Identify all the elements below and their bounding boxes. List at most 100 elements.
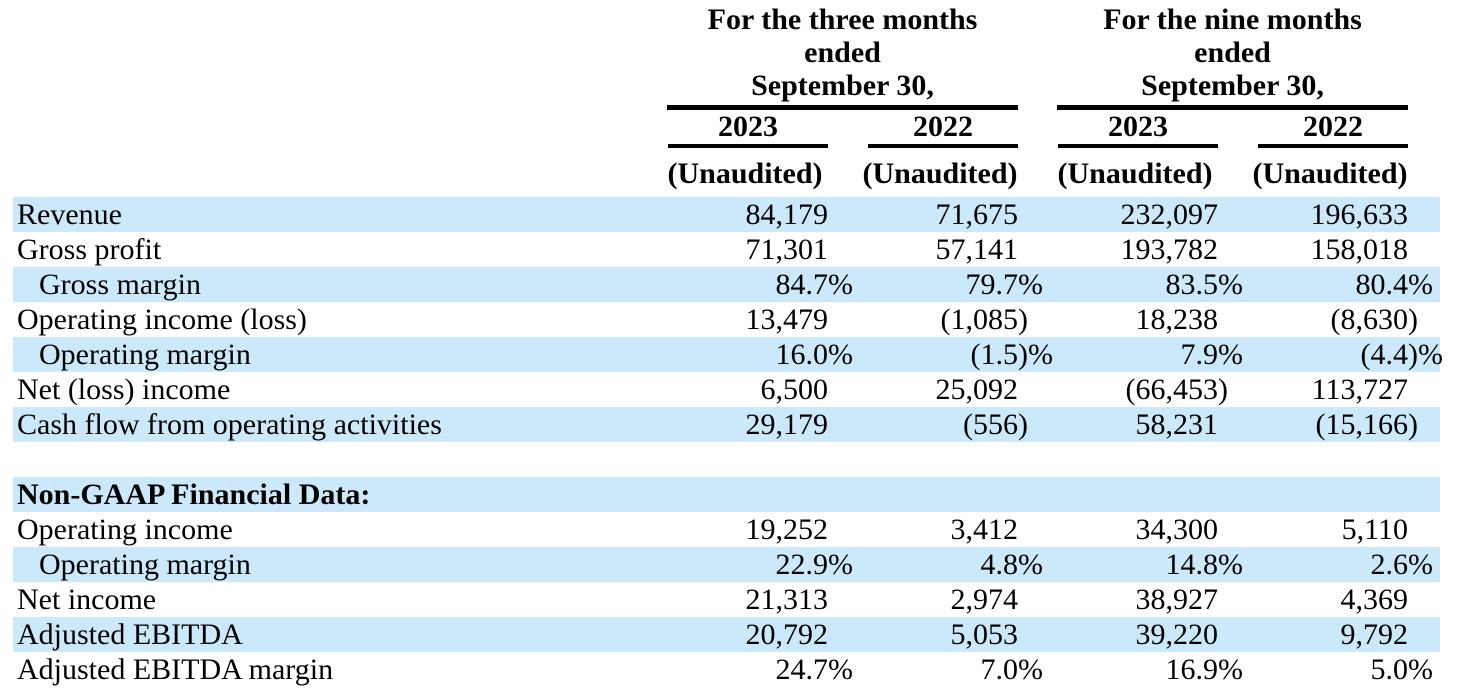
- row-label: Operating income (loss): [17, 302, 307, 336]
- year-label: 2023: [668, 110, 828, 148]
- value-cell: 19,252: [660, 512, 860, 547]
- value-cell: 6,500: [660, 372, 860, 407]
- value-number: 24.7%: [775, 652, 854, 686]
- value-cell: 7.0%: [860, 652, 1050, 687]
- value-number: 9,792: [1340, 617, 1409, 651]
- value-number: 4.8%: [980, 547, 1044, 581]
- unaudited-label: (Unaudited): [1252, 157, 1408, 190]
- value-number: 5,110: [1341, 512, 1409, 546]
- value-cell: 22.9%: [660, 547, 860, 582]
- table-row: Net income 21,313 2,974 38,927 4,369: [13, 582, 1440, 617]
- value-cell: 113,727: [1250, 372, 1440, 407]
- value-cell: 80.4%: [1250, 267, 1441, 302]
- value-number: 7.0%: [980, 652, 1044, 686]
- value-number: 19,252: [745, 512, 829, 546]
- value-cell: (4.4)%: [1250, 337, 1444, 372]
- value-cell: 158,018: [1250, 232, 1440, 267]
- section-spacer-row: [13, 442, 1441, 477]
- unaudited-label: (Unaudited): [667, 157, 823, 190]
- row-label: Cash flow from operating activities: [13, 407, 660, 442]
- group-three-months-cell: For the three months ended September 30,: [660, 0, 1050, 110]
- value-cell: 3,412: [860, 512, 1050, 547]
- value-number: 3,412: [950, 512, 1019, 546]
- table-row: Operating income (loss) 13,479 (1,085) 18,2…: [13, 302, 1440, 337]
- value-cell: (1.5)%: [860, 337, 1053, 372]
- row-label: Gross profit: [17, 232, 162, 266]
- value-cell: [860, 477, 1051, 512]
- value-cell: 13,479: [660, 302, 860, 337]
- value-number: 232,097: [1120, 197, 1219, 231]
- value-cell: [660, 477, 860, 512]
- row-label: Adjusted EBITDA: [13, 617, 660, 652]
- unaudited-cell: (Unaudited): [860, 148, 1050, 197]
- value-cell: 25,092: [860, 372, 1050, 407]
- group-title-line: ended: [804, 36, 881, 69]
- value-number: 158,018: [1310, 232, 1409, 266]
- year-label: 2022: [1258, 110, 1409, 148]
- value-cell: 16.0%: [660, 337, 860, 372]
- table-row: Gross margin 84.7% 79.7% 83.5% 80.4%: [13, 267, 1441, 302]
- unaudited-label: (Unaudited): [1057, 157, 1213, 190]
- value-cell: 196,633: [1250, 197, 1441, 232]
- value-number: 5,053: [950, 617, 1019, 651]
- value-cell: 14.8%: [1050, 547, 1251, 582]
- group-three-months-title: For the three months ended September 30,: [667, 3, 1019, 110]
- value-number: 13,479: [745, 302, 829, 336]
- value-cell: [1050, 477, 1251, 512]
- value-cell: (66,453): [1050, 372, 1250, 407]
- value-cell: 5.0%: [1250, 652, 1440, 687]
- unaudited-cell: (Unaudited): [1250, 148, 1440, 197]
- table-row: Operating margin 16.0% (1.5)% 7.9% (4.4)%: [13, 337, 1444, 372]
- table-header: For the three months ended September 30,…: [13, 0, 1440, 197]
- value-number: (15,166): [1315, 407, 1419, 441]
- unaudited-cell: (Unaudited): [1050, 148, 1250, 197]
- group-title-line: ended: [1194, 36, 1271, 69]
- value-cell: 71,301: [660, 232, 860, 267]
- value-number: 21,313: [745, 582, 829, 616]
- value-cell: (556): [860, 407, 1051, 442]
- unaudited-row-label-cell: [13, 148, 660, 197]
- value-cell: (15,166): [1250, 407, 1441, 442]
- value-cell: 2,974: [860, 582, 1050, 617]
- value-cell: 84,179: [660, 197, 860, 232]
- value-number: 5.0%: [1370, 652, 1434, 686]
- value-number: 58,231: [1135, 407, 1219, 441]
- table-row: Revenue 84,179 71,675 232,097 196,633: [13, 197, 1441, 232]
- value-number: 113,727: [1311, 372, 1409, 406]
- value-number: 80.4%: [1355, 267, 1434, 301]
- row-label: Operating margin: [13, 337, 660, 372]
- value-number: 18,238: [1135, 302, 1219, 336]
- year-row-label-cell: [13, 110, 660, 148]
- value-number: 84.7%: [775, 267, 854, 301]
- value-cell: 5,110: [1250, 512, 1440, 547]
- value-number: 16.0%: [775, 337, 854, 371]
- year-cell-3mo-2023: 2023: [660, 110, 860, 148]
- value-number: 4,369: [1340, 582, 1409, 616]
- value-cell: 7.9%: [1050, 337, 1251, 372]
- value-cell: 29,179: [660, 407, 860, 442]
- value-cell: 57,141: [860, 232, 1050, 267]
- unaudited-label: (Unaudited): [862, 157, 1018, 190]
- value-number: 84,179: [745, 197, 829, 231]
- value-number: (8,630): [1330, 302, 1419, 336]
- table-row: Adjusted EBITDA 20,792 5,053 39,220 9,792: [13, 617, 1441, 652]
- value-number: (1.5)%: [970, 337, 1053, 371]
- table-body: Revenue 84,179 71,675 232,097 196,633 Gross p…: [13, 197, 1444, 687]
- row-label: Operating margin: [13, 547, 660, 582]
- value-number: 6,500: [760, 372, 829, 406]
- value-cell: 34,300: [1050, 512, 1250, 547]
- group-title-line: For the nine months: [1103, 3, 1362, 36]
- value-cell: 18,238: [1050, 302, 1250, 337]
- value-cell: 79.7%: [860, 267, 1051, 302]
- year-header-row: 2023 2022 2023 2022: [13, 110, 1440, 148]
- value-number: 193,782: [1120, 232, 1219, 266]
- table-row: Net (loss) income 6,500 25,092 (66,453) 113,…: [13, 372, 1440, 407]
- group-title-line: September 30,: [1141, 69, 1324, 102]
- value-number: (4.4)%: [1360, 337, 1444, 371]
- year-cell-9mo-2022: 2022: [1250, 110, 1440, 148]
- table-row: Gross profit 71,301 57,141 193,782 158,018: [13, 232, 1440, 267]
- value-cell: 16.9%: [1050, 652, 1250, 687]
- value-number: (66,453): [1125, 372, 1229, 406]
- value-number: 39,220: [1135, 617, 1219, 651]
- corner-cell: [13, 0, 660, 110]
